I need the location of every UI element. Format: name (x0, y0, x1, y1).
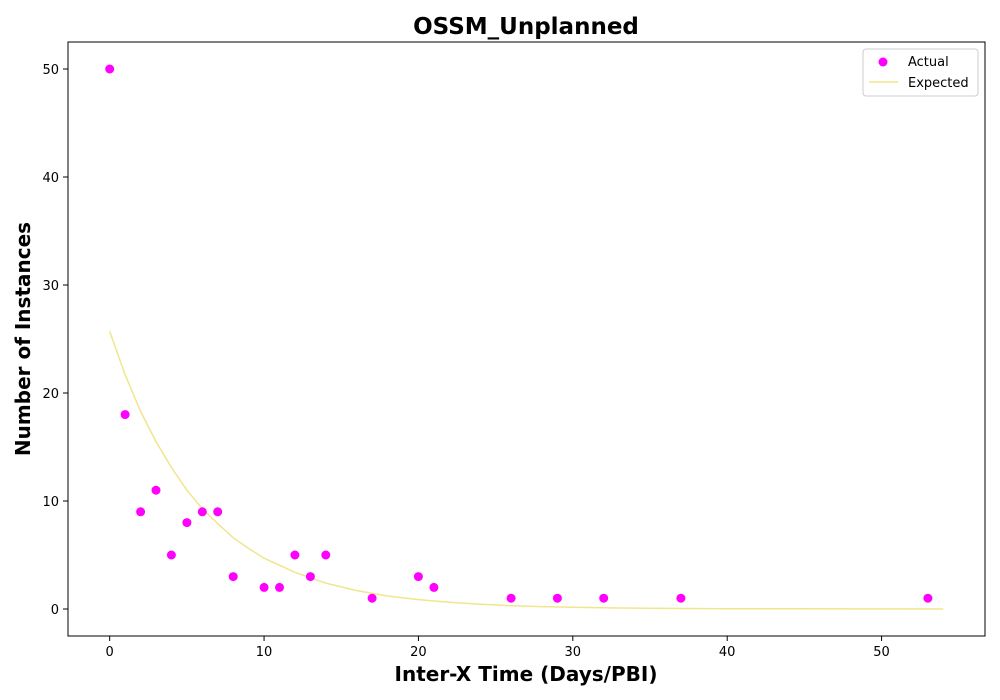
actual-point (228, 572, 238, 582)
actual-point (506, 593, 516, 603)
legend: Actual Expected (862, 48, 979, 97)
y-tick-label: 10 (42, 495, 59, 510)
actual-point (105, 64, 115, 74)
y-axis-ticks: 0 10 20 30 40 50 (42, 63, 68, 618)
actual-point (923, 593, 933, 603)
actual-point (599, 593, 609, 603)
actual-point (676, 593, 686, 603)
actual-point (166, 550, 176, 560)
actual-point (182, 518, 192, 528)
x-axis-label: Inter-X Time (Days/PBI) (395, 662, 658, 686)
y-tick-label: 30 (42, 279, 59, 294)
chart-title: OSSM_Unplanned (413, 14, 639, 40)
y-tick-label: 50 (42, 63, 59, 78)
x-tick-label: 20 (410, 645, 427, 660)
actual-point (429, 582, 439, 592)
actual-point (367, 593, 377, 603)
actual-point (136, 507, 146, 517)
y-tick-label: 20 (42, 387, 59, 402)
actual-point (305, 572, 315, 582)
x-tick-label: 0 (106, 645, 114, 660)
legend-box (862, 48, 979, 97)
legend-marker-actual (878, 57, 888, 67)
actual-point (321, 550, 331, 560)
x-axis-ticks: 0 10 20 30 40 50 (106, 636, 890, 660)
actual-point (213, 507, 223, 517)
axes-frame (67, 41, 986, 637)
x-tick-label: 40 (719, 645, 736, 660)
actual-point (120, 410, 130, 420)
actual-point (151, 485, 161, 495)
actual-point (413, 572, 423, 582)
x-tick-label: 50 (873, 645, 890, 660)
plot-area (105, 64, 944, 610)
legend-label-actual: Actual (908, 55, 949, 70)
x-tick-label: 10 (256, 645, 273, 660)
actual-point (290, 550, 300, 560)
actual-point (275, 582, 284, 592)
y-tick-label: 40 (42, 171, 59, 186)
x-tick-label: 30 (565, 645, 582, 660)
actual-point (197, 507, 207, 517)
legend-label-expected: Expected (908, 76, 969, 91)
actual-point (259, 582, 269, 592)
actual-point (552, 593, 562, 603)
y-tick-label: 0 (51, 603, 59, 618)
y-axis-label: Number of Instances (11, 222, 35, 456)
expected-curve (108, 331, 944, 610)
